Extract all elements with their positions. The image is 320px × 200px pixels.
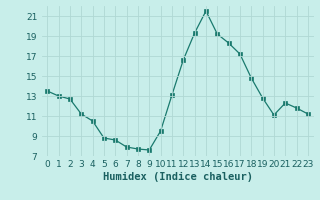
X-axis label: Humidex (Indice chaleur): Humidex (Indice chaleur): [103, 172, 252, 182]
